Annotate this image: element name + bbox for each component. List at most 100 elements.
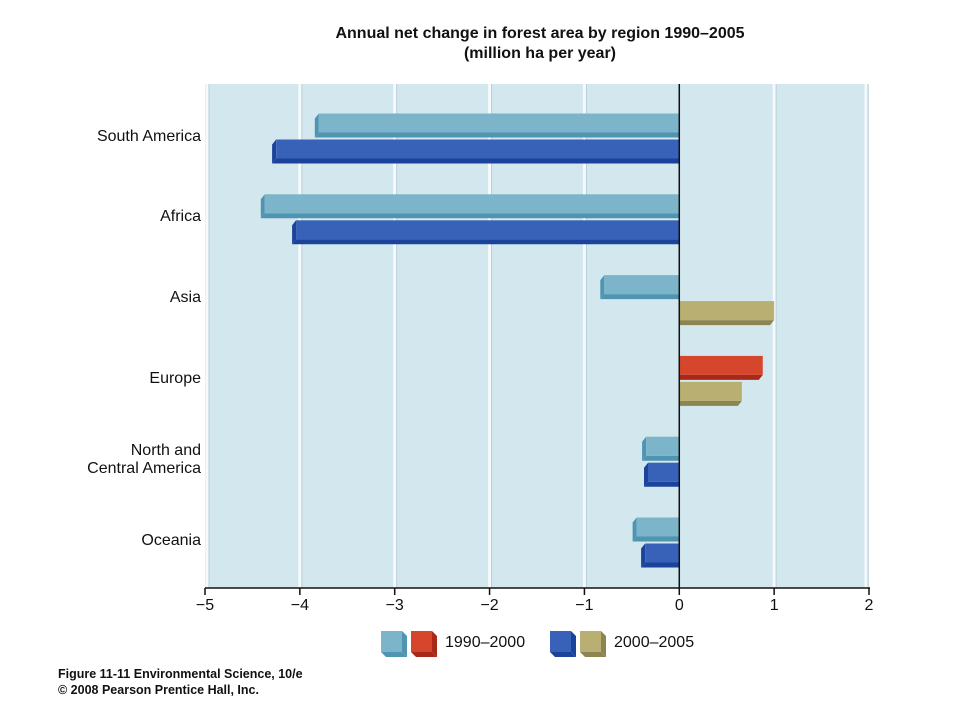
bar-front-face: [318, 113, 680, 133]
bar-end-face: [632, 517, 637, 542]
bar-bottom-face: [292, 239, 680, 245]
chart-subtitle: (million ha per year): [463, 45, 617, 62]
bar-2000-2005-south-america: [272, 139, 680, 164]
x-axis: −5 −4 −3 −2 −1 0 1 2: [196, 84, 874, 614]
legend-swatch-1990-2000-negative: [381, 631, 407, 657]
plot-area: [205, 84, 869, 588]
legend-swatch-1990-2000-positive: [411, 631, 437, 657]
bar-front-face: [636, 517, 680, 537]
gridline-shadow: [301, 84, 303, 588]
x-tick-label: −4: [291, 597, 309, 614]
x-tick-label: 2: [865, 597, 874, 614]
category-label-north-and-central-america: North and Central America: [87, 441, 201, 477]
gridline: [772, 84, 776, 588]
bar-bottom-face: [679, 400, 742, 406]
bar-bottom-face: [272, 158, 680, 164]
bar-1990-2000-oceania: [632, 517, 680, 542]
bar-bottom-face: [679, 374, 763, 380]
swatch-side-face: [601, 631, 606, 657]
bar-end-face: [644, 462, 648, 487]
gridline-shadow: [585, 84, 587, 588]
category-label-oceania: Oceania: [141, 531, 201, 549]
category-label-africa: Africa: [160, 208, 201, 226]
bar-front-face: [296, 220, 680, 240]
bar-front-face: [679, 355, 763, 375]
bar-bottom-face: [632, 536, 680, 542]
gridline-shadow: [208, 84, 210, 588]
bar-end-face: [292, 220, 297, 245]
gridline: [488, 84, 492, 588]
x-tick-label: −2: [480, 597, 498, 614]
bar-end-face: [260, 194, 265, 219]
bar-bottom-face: [600, 294, 680, 300]
figure-caption: Figure 11-11 Environmental Science, 10/e: [58, 667, 303, 681]
bar-1990-2000-europe: [679, 355, 763, 380]
swatch-front-face: [550, 631, 571, 652]
swatch-side-face: [402, 631, 407, 657]
bar-bottom-face: [314, 132, 680, 138]
x-tick-label: 0: [675, 597, 684, 614]
swatch-bottom-face: [580, 652, 606, 657]
bar-2000-2005-africa: [292, 220, 680, 245]
gridline: [393, 84, 397, 588]
bar-end-face: [600, 275, 605, 300]
bar-end-face: [314, 113, 319, 138]
bar-bottom-face: [260, 213, 680, 219]
swatch-bottom-face: [411, 652, 437, 657]
bar-front-face: [679, 301, 775, 321]
x-tick-label: −3: [386, 597, 404, 614]
bar-front-face: [645, 543, 680, 563]
bar-front-face: [647, 462, 680, 482]
bar-front-face: [604, 275, 680, 295]
bar-front-face: [646, 436, 680, 456]
swatch-front-face: [580, 631, 601, 652]
gridlines: [205, 84, 869, 588]
swatch-front-face: [411, 631, 432, 652]
category-label-asia: Asia: [169, 289, 201, 307]
swatch-bottom-face: [550, 652, 576, 657]
gridline-shadow: [396, 84, 398, 588]
bars: [260, 113, 775, 568]
gridline: [582, 84, 586, 588]
bar-1990-2000-north-and-central-america: [642, 436, 680, 461]
gridline-shadow: [775, 84, 777, 588]
bar-end-face: [272, 139, 277, 164]
plot-background-layer: [205, 84, 869, 588]
gridline-shadow: [867, 84, 869, 588]
gridline: [298, 84, 302, 588]
bar-1990-2000-asia: [600, 275, 680, 300]
legend-label-1990-2000: 1990–2000: [445, 634, 526, 651]
x-tick-label: −5: [196, 597, 214, 614]
swatch-front-face: [381, 631, 402, 652]
legend-swatch-2000-2005-negative: [550, 631, 576, 657]
gridline: [205, 84, 209, 588]
legend-label-2000-2005: 2000–2005: [614, 634, 695, 651]
bar-2000-2005-oceania: [641, 543, 680, 568]
gridline-shadow: [491, 84, 493, 588]
bar-front-face: [276, 139, 680, 159]
bar-end-face: [642, 436, 647, 461]
bar-1990-2000-south-america: [314, 113, 680, 138]
bar-bottom-face: [644, 481, 680, 487]
bar-2000-2005-europe: [679, 381, 742, 406]
swatch-bottom-face: [381, 652, 407, 657]
bar-2000-2005-asia: [679, 301, 775, 326]
bar-front-face: [679, 381, 742, 401]
x-tick-label: 1: [770, 597, 779, 614]
chart-title: Annual net change in forest area by regi…: [335, 25, 745, 42]
swatch-side-face: [571, 631, 576, 657]
bar-bottom-face: [642, 455, 680, 461]
bar-end-face: [641, 543, 646, 568]
bar-1990-2000-africa: [260, 194, 680, 219]
gridline: [864, 84, 868, 588]
copyright-notice: © 2008 Pearson Prentice Hall, Inc.: [58, 683, 259, 697]
category-label-south-america: South America: [96, 127, 201, 145]
category-label-europe: Europe: [149, 369, 201, 387]
x-tick-label: −1: [575, 597, 593, 614]
bar-front-face: [264, 194, 680, 214]
swatch-side-face: [432, 631, 437, 657]
legend-swatch-2000-2005-positive: [580, 631, 606, 657]
bar-bottom-face: [679, 320, 775, 326]
